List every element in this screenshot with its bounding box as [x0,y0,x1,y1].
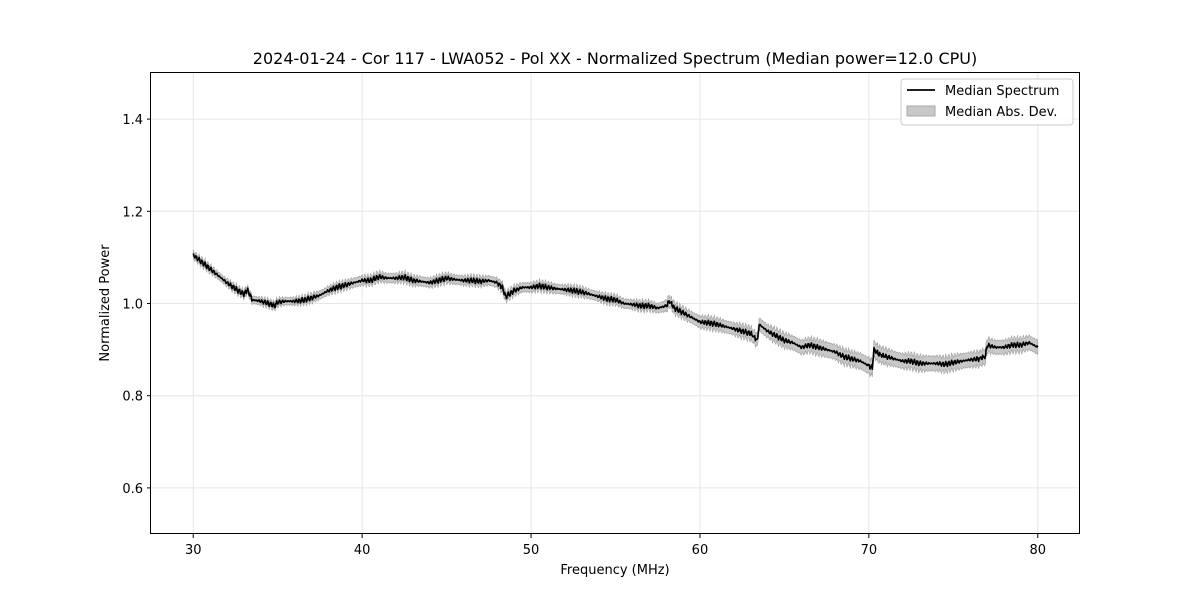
mad-band [192,249,1039,378]
y-axis-ticks: 0.6 0.8 1.0 1.2 1.4 [122,113,151,497]
y-tick-label: 0.8 [122,390,143,405]
spectrum-line-layer [192,253,1039,371]
x-tick-label: 60 [692,543,709,558]
legend-label-mad: Median Abs. Dev. [945,105,1057,120]
legend-band-swatch [906,105,936,117]
median-spectrum-line [192,253,1039,371]
legend-label-median-spectrum: Median Spectrum [945,84,1059,99]
x-tick-label: 70 [861,543,878,558]
legend: Median Spectrum Median Abs. Dev. [900,78,1074,126]
y-tick-label: 1.0 [122,298,143,313]
y-axis-label: Normalized Power [98,244,113,362]
legend-box [900,78,1074,126]
x-tick-label: 80 [1029,543,1046,558]
y-tick-label: 1.2 [122,205,143,220]
y-tick-label: 0.6 [122,482,143,497]
chart-title: 2024-01-24 - Cor 117 - LWA052 - Pol XX -… [253,49,977,68]
x-tick-label: 40 [354,543,371,558]
x-tick-label: 50 [523,543,540,558]
x-tick-label: 30 [185,543,202,558]
x-axis-ticks: 30 40 50 60 70 80 [185,534,1046,558]
x-axis-label: Frequency (MHz) [560,563,669,578]
y-tick-label: 1.4 [122,113,143,128]
mad-band-layer [192,249,1039,378]
